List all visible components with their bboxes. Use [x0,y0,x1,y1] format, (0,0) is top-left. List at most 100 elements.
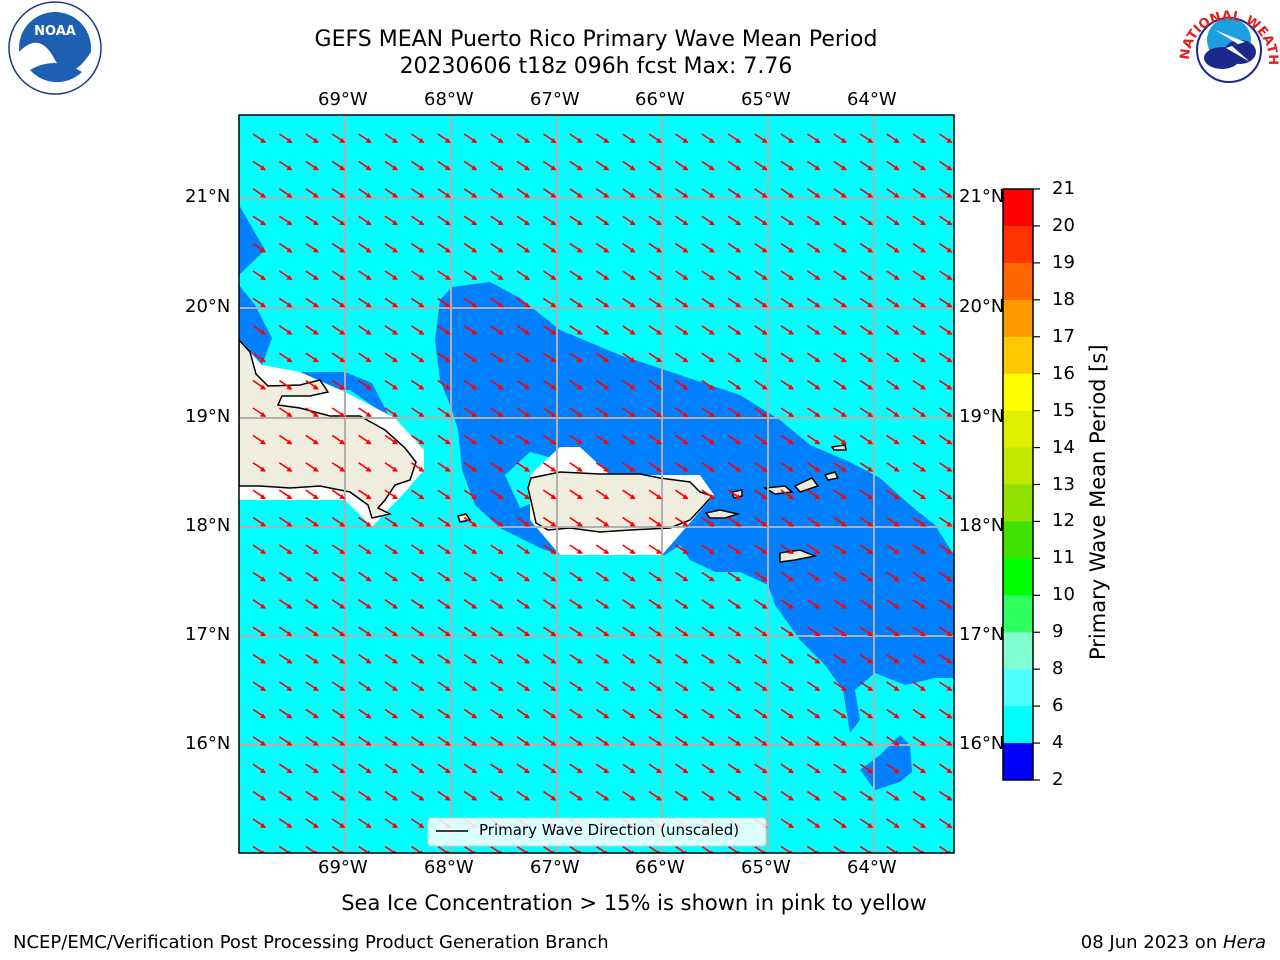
wave-direction-arrow [463,516,478,527]
wave-direction-arrow [780,379,794,390]
wave-direction-arrow [437,653,451,664]
wave-direction-arrow [886,516,900,527]
wave-direction-arrow [886,489,900,500]
wave-direction-arrow [833,681,847,691]
wave-direction-arrow [595,653,610,664]
wave-direction-arrow [833,297,847,308]
wave-direction-arrow [648,215,662,226]
wave-direction-arrow [305,599,319,609]
wave-direction-arrow [780,763,794,774]
colorbar-tick-label: 19 [1052,251,1075,273]
wave-direction-arrow [384,188,398,198]
wave-direction-arrow [358,297,372,308]
colorbar-tick-label: 13 [1052,473,1075,495]
wave-direction-arrow [331,571,346,582]
wave-direction-arrow [648,626,662,637]
wave-direction-arrow [859,626,874,637]
wave-direction-arrow [806,763,821,774]
colorbar-cell [1003,669,1033,707]
wave-direction-arrow [569,516,583,527]
wave-direction-arrow [886,407,900,417]
wave-direction-arrow [542,434,557,445]
wave-direction-arrow [463,215,478,226]
wave-direction-arrow [754,434,768,445]
colorbar-tick-label: 4 [1052,732,1064,754]
wave-direction-arrow [516,297,530,308]
wave-direction-arrow [833,352,847,363]
wave-direction-arrow [674,325,689,335]
wave-direction-arrow [859,325,874,335]
wave-direction-arrow [305,160,319,171]
wave-direction-arrow [278,379,293,390]
wave-direction-arrow [806,160,821,171]
wave-direction-arrow [305,215,319,226]
colorbar-cell [1003,743,1033,781]
wave-direction-arrow [542,462,557,472]
wave-direction-arrow [727,736,742,746]
wave-direction-arrow [410,653,425,664]
wave-direction-arrow [859,188,874,198]
wave-direction-arrow [674,763,689,774]
wave-direction-arrow [252,653,266,664]
wave-direction-arrow [305,462,319,472]
colorbar-tick-label: 12 [1052,510,1075,532]
wave-direction-arrow [252,352,266,363]
wave-direction-arrow [780,516,794,527]
wave-direction-arrow [674,571,689,582]
wave-direction-arrow [490,599,504,609]
wave-direction-arrow [886,626,900,637]
wave-direction-arrow [278,544,293,554]
lat-label-left: 21°N [185,186,231,207]
wave-direction-arrow [490,297,504,308]
wave-direction-arrow [569,297,583,308]
wave-direction-arrow [859,297,874,308]
wave-direction-arrow [674,708,689,719]
wave-direction-arrow [437,736,451,746]
lat-label-left: 18°N [185,515,231,536]
wave-direction-arrow [252,215,266,226]
wave-direction-arrow [437,188,451,198]
noaa-logo-text: NOAA [34,24,76,39]
wave-direction-arrow [490,215,504,226]
wave-direction-arrow [410,708,425,719]
wave-direction-arrow [912,544,926,554]
wave-direction-arrow [252,270,266,280]
wave-direction-arrow [780,188,794,198]
colorbar-cell [1003,595,1033,633]
wave-direction-arrow [754,270,768,280]
wave-direction-arrow [886,160,900,171]
wave-direction-arrow [622,653,636,664]
wave-direction-arrow [727,215,742,226]
wave-direction-arrow [674,215,689,226]
wave-direction-arrow [516,160,530,171]
wave-direction-arrow [305,188,319,198]
wave-direction-arrow [701,352,715,363]
wave-direction-arrow [674,242,689,253]
wave-direction-arrow [648,160,662,171]
colorbar-tick-label: 14 [1052,436,1075,458]
wave-direction-arrow [622,763,636,774]
wave-direction-arrow [938,653,953,664]
wave-direction-arrow [463,462,478,472]
wave-direction-arrow [358,407,372,417]
wave-direction-arrow [701,215,715,226]
wave-direction-arrow [912,763,926,774]
wave-direction-arrow [648,653,662,664]
wave-direction-arrow [859,270,874,280]
wave-direction-arrow [806,489,821,500]
wave-direction-arrow [754,215,768,226]
wave-direction-arrow [727,626,742,637]
wave-direction-arrow [674,379,689,390]
wave-direction-arrow [727,763,742,774]
wave-direction-arrow [331,379,346,390]
wave-direction-arrow [859,790,874,801]
wave-direction-arrow [833,571,847,582]
wave-direction-arrow [490,571,504,582]
wave-direction-arrow [806,188,821,198]
wave-direction-arrow [938,708,953,719]
wave-direction-arrow [463,325,478,335]
wave-direction-arrow [859,818,874,828]
wave-direction-arrow [331,215,346,226]
wave-direction-arrow [701,489,715,500]
wave-direction-arrow [490,653,504,664]
